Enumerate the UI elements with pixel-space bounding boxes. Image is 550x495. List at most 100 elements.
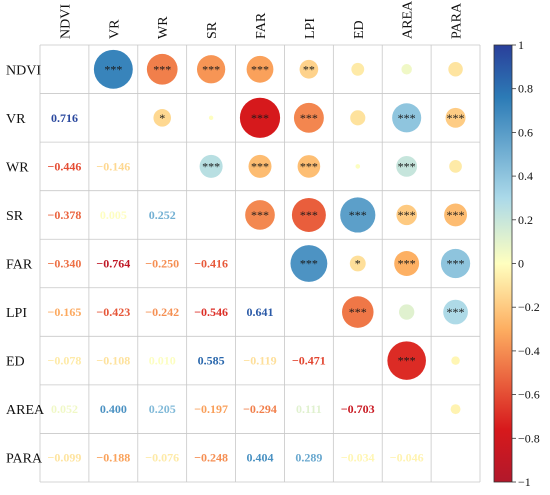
- significance-mark: ***: [398, 111, 416, 125]
- colorbar-tick-label: 0: [518, 257, 524, 271]
- significance-mark: ***: [300, 257, 318, 271]
- col-label-NDVI: NDVI: [58, 4, 73, 39]
- corr-circle-NDVI-SR: [196, 55, 226, 84]
- corr-value-LPI-NDVI: −0.165: [48, 305, 82, 319]
- corr-value-ED-VR: −0.108: [96, 354, 130, 368]
- corr-circle-AREA-PARA: [450, 404, 461, 415]
- significance-mark: ***: [398, 354, 416, 368]
- row-label-PARA: PARA: [6, 452, 43, 467]
- corr-value-PARA-ED: −0.034: [341, 451, 375, 465]
- row-label-VR: VR: [6, 112, 26, 127]
- corr-circle-VR-WR: [153, 109, 172, 127]
- row-label-SR: SR: [6, 209, 24, 224]
- significance-mark: *: [355, 257, 361, 271]
- corr-value-VR-NDVI: 0.716: [51, 111, 78, 125]
- significance-mark: ***: [202, 159, 220, 173]
- corr-circle-VR-ED: [350, 110, 366, 126]
- significance-mark: **: [303, 62, 315, 76]
- corr-value-PARA-NDVI: −0.099: [48, 451, 82, 465]
- corr-value-PARA-SR: −0.248: [194, 451, 228, 465]
- corr-circle-ED-AREA: [387, 341, 426, 380]
- corr-value-SR-NDVI: −0.378: [48, 208, 82, 222]
- corr-circle-NDVI-LPI: [299, 59, 319, 79]
- significance-mark: ***: [153, 62, 171, 76]
- row-label-ED: ED: [6, 355, 25, 370]
- significance-mark: ***: [251, 62, 269, 76]
- significance-mark: ***: [300, 208, 318, 222]
- significance-mark: ***: [202, 62, 220, 76]
- corr-value-FAR-VR: −0.764: [96, 257, 130, 271]
- significance-mark: ***: [349, 208, 367, 222]
- col-label-WR: WR: [156, 16, 171, 39]
- corr-value-PARA-WR: −0.076: [145, 451, 179, 465]
- corr-value-SR-VR: 0.005: [100, 208, 127, 222]
- corr-value-AREA-VR: 0.400: [100, 402, 127, 416]
- significance-mark: ***: [300, 159, 318, 173]
- col-label-VR: VR: [107, 19, 122, 39]
- colorbar-tick-label: −0.8: [518, 431, 540, 445]
- significance-mark: ***: [104, 62, 122, 76]
- corr-circle-SR-FAR: [245, 200, 275, 230]
- significance-mark: ***: [251, 159, 269, 173]
- corr-circle-NDVI-WR: [146, 53, 178, 85]
- corr-circle-VR-PARA: [445, 107, 466, 128]
- row-label-NDVI: NDVI: [6, 63, 41, 78]
- corr-value-AREA-LPI: 0.111: [296, 402, 322, 416]
- corr-value-FAR-NDVI: −0.340: [48, 257, 82, 271]
- corr-circle-SR-LPI: [291, 197, 326, 232]
- corr-value-LPI-WR: −0.242: [145, 305, 179, 319]
- row-label-AREA: AREA: [6, 403, 45, 418]
- significance-mark: ***: [398, 208, 416, 222]
- corr-value-PARA-FAR: 0.404: [247, 451, 274, 465]
- corr-value-LPI-FAR: 0.641: [247, 305, 274, 319]
- corr-circle-NDVI-FAR: [246, 55, 274, 83]
- corr-circle-WR-LPI: [297, 155, 321, 178]
- corr-circle-WR-PARA: [449, 160, 462, 173]
- corr-value-AREA-SR: −0.197: [194, 402, 228, 416]
- corr-circle-WR-AREA: [396, 155, 418, 177]
- col-label-PARA: PARA: [450, 2, 465, 39]
- colorbar: 1 0.8 0.6 0.4 0.2 0 −0.2 −0.4 −0.6 −0.8 −1: [493, 38, 540, 489]
- corr-circle-NDVI-ED: [351, 62, 365, 76]
- corr-circle-WR-ED: [355, 164, 361, 169]
- colorbar-gradient: [493, 44, 513, 483]
- corr-circle-WR-FAR: [248, 154, 272, 178]
- colorbar-tick-label: 0.8: [518, 82, 533, 96]
- colorbar-tick-label: 0.6: [518, 125, 533, 139]
- corr-value-ED-NDVI: −0.078: [48, 354, 82, 368]
- corr-value-LPI-SR: −0.546: [194, 305, 228, 319]
- corr-value-WR-VR: −0.146: [96, 159, 130, 173]
- corr-circle-ED-PARA: [451, 356, 460, 365]
- row-label-LPI: LPI: [6, 306, 27, 321]
- corr-value-LPI-VR: −0.423: [96, 305, 130, 319]
- corr-circle-NDVI-VR: [93, 49, 133, 89]
- corr-value-SR-WR: 0.252: [149, 208, 176, 222]
- significance-mark: ***: [398, 257, 416, 271]
- significance-mark: ***: [447, 111, 465, 125]
- col-label-AREA: AREA: [401, 0, 416, 39]
- colorbar-tick-label: 1: [518, 38, 524, 52]
- corr-circle-SR-ED: [340, 197, 376, 233]
- colorbar-tick-label: 0.2: [518, 213, 533, 227]
- colorbar-tick-label: 0.4: [518, 169, 533, 183]
- corr-value-ED-FAR: −0.119: [243, 354, 276, 368]
- col-label-SR: SR: [205, 21, 220, 39]
- corr-value-PARA-LPI: 0.289: [295, 451, 322, 465]
- corr-circle-LPI-AREA: [399, 304, 415, 320]
- significance-mark: ***: [251, 208, 269, 222]
- significance-mark: *: [159, 111, 165, 125]
- corr-circle-LPI-PARA: [443, 299, 468, 325]
- colorbar-tick-label: −0.6: [518, 388, 540, 402]
- significance-mark: ***: [447, 257, 465, 271]
- corr-circle-VR-SR: [208, 115, 214, 121]
- corr-circle-FAR-LPI: [290, 245, 328, 282]
- corr-circle-VR-AREA: [392, 103, 422, 133]
- axis-labels: NDVI VR WR SR FAR LPI ED AREA PARA NDVI VR WR SR FAR L…: [6, 0, 465, 467]
- colorbar-tick-label: −1: [518, 475, 531, 489]
- colorbar-tick-label: −0.2: [518, 300, 540, 314]
- corr-value-AREA-WR: 0.205: [149, 402, 176, 416]
- corr-value-PARA-VR: −0.188: [96, 451, 130, 465]
- significance-mark: ***: [398, 159, 416, 173]
- significance-mark: ***: [300, 111, 318, 125]
